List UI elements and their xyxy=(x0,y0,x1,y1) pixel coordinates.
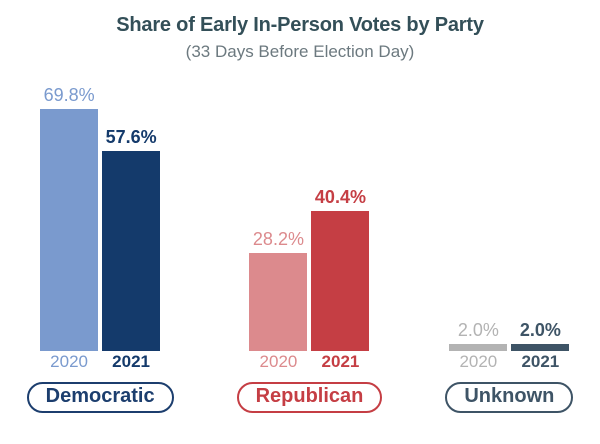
bar-unknown-2021 xyxy=(511,344,570,351)
bar-column-democratic-2021: 57.6% xyxy=(102,127,161,351)
category-pill-unknown: Unknown xyxy=(445,382,574,413)
year-label-republican-2020: 2020 xyxy=(259,352,298,371)
bar-column-republican-2021: 40.4% xyxy=(311,187,370,351)
group-unknown: 2.0% 2.0% 2020 2021 Unknown xyxy=(445,88,574,413)
group-democratic: 69.8% 57.6% 2020 2021 Democratic xyxy=(26,85,174,413)
value-label-democratic-2021: 57.6% xyxy=(105,127,157,148)
chart-header: Share of Early In-Person Votes by Party … xyxy=(0,0,600,62)
chart-title: Share of Early In-Person Votes by Party xyxy=(116,14,484,36)
bar-unknown-2020 xyxy=(449,344,508,351)
bar-column-unknown-2020: 2.0% xyxy=(449,320,508,351)
value-label-democratic-2020: 69.8% xyxy=(43,85,95,106)
bar-column-republican-2020: 28.2% xyxy=(249,229,308,351)
year-label-republican-2021: 2021 xyxy=(321,352,360,371)
year-labels-unknown: 2020 2021 xyxy=(449,353,569,370)
bar-pair-republican: 28.2% 40.4% xyxy=(249,88,370,351)
bar-democratic-2020 xyxy=(40,108,99,351)
value-label-unknown-2021: 2.0% xyxy=(519,320,561,341)
bar-democratic-2021 xyxy=(102,151,161,351)
year-labels-republican: 2020 2021 xyxy=(249,353,369,370)
bar-column-democratic-2020: 69.8% xyxy=(40,85,99,351)
bar-column-unknown-2021: 2.0% xyxy=(511,320,570,351)
category-pill-democratic: Democratic xyxy=(26,382,174,413)
bar-pair-democratic: 69.8% 57.6% xyxy=(40,85,161,351)
year-label-democratic-2021: 2021 xyxy=(112,352,150,371)
year-label-democratic-2020: 2020 xyxy=(50,352,88,371)
category-pill-republican: Republican xyxy=(236,382,383,413)
year-label-unknown-2021: 2021 xyxy=(521,352,560,371)
value-label-republican-2020: 28.2% xyxy=(252,229,304,250)
bar-republican-2020 xyxy=(249,253,308,351)
bar-republican-2021 xyxy=(311,210,370,351)
year-labels-democratic: 2020 2021 xyxy=(40,353,160,370)
chart-subtitle: (33 Days Before Election Day) xyxy=(185,42,415,61)
value-label-unknown-2020: 2.0% xyxy=(457,320,499,341)
bar-chart: 69.8% 57.6% 2020 2021 Democratic 28.2% xyxy=(0,85,600,413)
value-label-republican-2021: 40.4% xyxy=(314,187,366,208)
bar-pair-unknown: 2.0% 2.0% xyxy=(449,88,570,351)
year-label-unknown-2020: 2020 xyxy=(459,352,498,371)
group-republican: 28.2% 40.4% 2020 2021 Republican xyxy=(236,88,383,413)
